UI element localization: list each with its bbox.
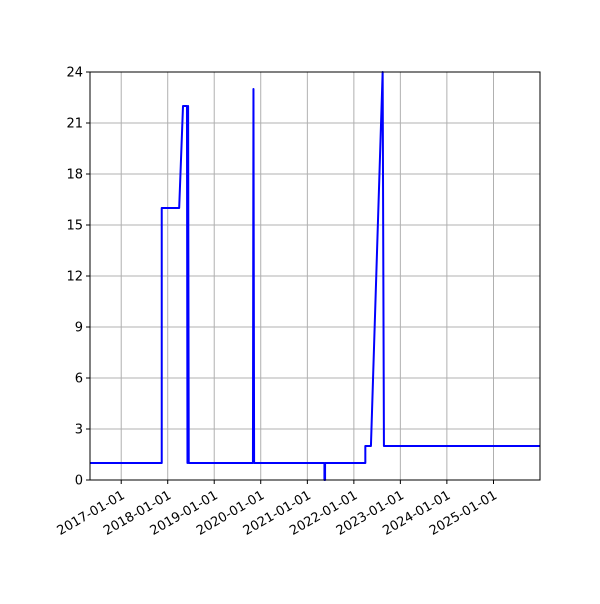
y-tick-label: 6	[75, 372, 83, 387]
y-tick-label: 18	[66, 168, 83, 183]
y-tick-label: 12	[66, 270, 83, 285]
series-layer	[90, 71, 540, 481]
y-tick-label: 3	[75, 423, 83, 438]
y-tick-label: 24	[66, 66, 83, 81]
x-axis: 2017-01-012018-01-012019-01-012020-01-01…	[55, 480, 500, 539]
y-tick-label: 0	[75, 474, 83, 489]
y-axis: 0 3 6 9 12 15 18 21 24	[66, 66, 90, 489]
y-tick-label: 15	[66, 219, 83, 234]
grid	[90, 71, 540, 481]
series-line	[90, 71, 540, 481]
y-tick-label: 9	[75, 321, 83, 336]
y-tick-label: 21	[66, 117, 83, 132]
